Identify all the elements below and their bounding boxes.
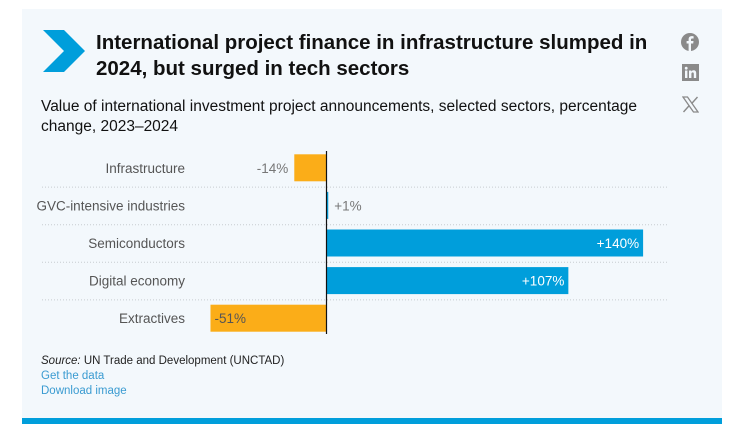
linkedin-share-button[interactable]	[680, 62, 700, 82]
x-icon	[681, 95, 699, 113]
value-label: +107%	[522, 274, 564, 289]
category-label: GVC-intensive industries	[36, 198, 185, 213]
value-label: -14%	[257, 161, 289, 176]
category-label: Extractives	[119, 311, 185, 326]
download-image-link[interactable]: Download image	[41, 385, 127, 397]
chart-subtitle: Value of international investment projec…	[41, 98, 637, 135]
bar-semiconductors	[326, 229, 644, 257]
category-label: Semiconductors	[88, 236, 185, 251]
bar-extractives	[210, 304, 326, 332]
chart-title: International project finance in infrast…	[96, 31, 648, 80]
bar-infrastructure	[294, 154, 326, 182]
facebook-icon	[681, 33, 699, 51]
bar-gvc-intensive-industries	[326, 191, 329, 219]
accent-bottom-bar	[22, 418, 722, 424]
facebook-share-button[interactable]	[680, 32, 700, 52]
chevron-logo-icon	[43, 30, 85, 72]
value-label: +140%	[597, 236, 639, 251]
source-line: Source: UN Trade and Development (UNCTAD…	[41, 354, 284, 369]
value-label: -51%	[214, 311, 246, 326]
chart-footer: Source: UN Trade and Development (UNCTAD…	[41, 354, 284, 399]
x-share-button[interactable]	[680, 94, 700, 114]
category-label: Digital economy	[89, 274, 185, 289]
chart-panel	[22, 9, 722, 418]
category-label: Infrastructure	[105, 161, 185, 176]
value-label: +1%	[334, 198, 361, 213]
source-text: UN Trade and Development (UNCTAD)	[80, 355, 285, 367]
linkedin-icon	[681, 63, 699, 81]
source-label: Source:	[41, 355, 81, 367]
bar-digital-economy	[326, 267, 569, 295]
get-data-link[interactable]: Get the data	[41, 370, 105, 382]
